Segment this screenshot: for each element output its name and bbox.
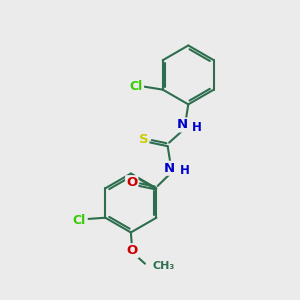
Text: Cl: Cl bbox=[130, 80, 143, 93]
Text: O: O bbox=[127, 244, 138, 257]
Text: CH₃: CH₃ bbox=[152, 261, 174, 271]
Text: O: O bbox=[126, 176, 137, 189]
Text: N: N bbox=[164, 162, 175, 175]
Text: N: N bbox=[177, 118, 188, 131]
Text: H: H bbox=[192, 121, 202, 134]
Text: Cl: Cl bbox=[72, 214, 86, 226]
Text: H: H bbox=[179, 164, 189, 177]
Text: S: S bbox=[139, 133, 148, 146]
